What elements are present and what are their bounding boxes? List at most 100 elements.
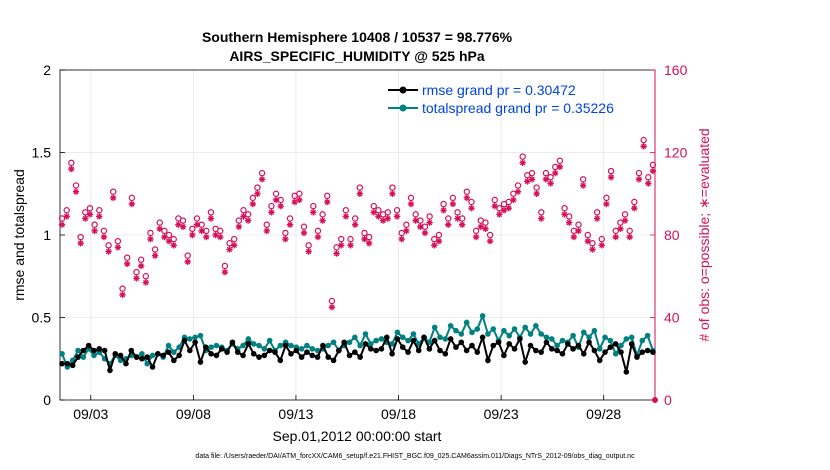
- obs-evaluated-marker: [393, 213, 401, 220]
- obs-evaluated-marker: [82, 215, 89, 222]
- spread-point: [213, 342, 220, 349]
- rmse-point: [304, 349, 310, 355]
- rmse-point: [181, 337, 188, 344]
- rmse-point: [256, 354, 262, 360]
- obs-evaluated-marker: [91, 227, 98, 235]
- obs-evaluated-marker: [421, 229, 429, 237]
- obs-evaluated-marker: [142, 279, 150, 286]
- rmse-point: [128, 347, 135, 354]
- obs-evaluated-marker: [603, 200, 610, 208]
- obs-possible-marker: [458, 215, 466, 222]
- spread-point: [240, 342, 246, 349]
- obs-evaluated-marker: [538, 215, 545, 222]
- obs-possible-marker: [449, 194, 457, 202]
- obs-possible-marker: [286, 215, 294, 222]
- spread-point: [208, 344, 214, 351]
- rmse-point: [405, 349, 411, 355]
- obs-evaluated-marker: [221, 268, 229, 276]
- rmse-point: [139, 355, 145, 362]
- obs-possible-marker: [421, 223, 429, 230]
- spread-point: [288, 342, 294, 349]
- obs-evaluated-marker: [305, 248, 312, 255]
- obs-evaluated-marker: [240, 213, 247, 220]
- obs-evaluated-marker: [114, 244, 122, 251]
- obs-evaluated-marker: [598, 242, 605, 249]
- left-tick-label: 1.5: [32, 145, 52, 161]
- rmse-point: [586, 339, 592, 346]
- spread-point: [559, 337, 566, 344]
- rmse-point: [618, 349, 624, 355]
- right-y-axis: 0 40 80 120 160: [650, 62, 688, 408]
- obs-evaluated-marker: [105, 248, 112, 255]
- left-tick-label: 1: [43, 227, 51, 243]
- rmse-point: [458, 339, 465, 346]
- obs-evaluated-marker: [217, 233, 224, 241]
- spread-point: [511, 326, 518, 332]
- rmse-point: [564, 341, 571, 347]
- spread-point: [144, 360, 151, 367]
- obs-evaluated-marker: [384, 215, 391, 222]
- obs-possible-marker: [370, 202, 377, 210]
- rmse-point: [80, 347, 87, 354]
- rmse-point: [123, 360, 129, 367]
- obs-evaluated-marker: [203, 233, 210, 241]
- rmse-point: [309, 352, 316, 359]
- obs-evaluated-marker: [147, 235, 154, 243]
- obs-possible-marker: [258, 169, 266, 177]
- rmse-point: [208, 351, 214, 357]
- spread-point: [628, 334, 635, 341]
- rmse-point: [336, 347, 342, 354]
- obs-evaluated-marker: [496, 211, 503, 218]
- obs-possible-marker: [417, 217, 424, 224]
- obs-evaluated-marker: [547, 180, 554, 187]
- spread-point: [325, 342, 332, 349]
- spread-point: [522, 324, 528, 331]
- obs-possible-marker: [91, 221, 98, 228]
- rmse-point: [213, 352, 220, 359]
- rmse-point: [149, 364, 156, 370]
- obs-evaluated-marker: [556, 163, 564, 171]
- obs-evaluated-marker: [412, 217, 419, 224]
- obs-possible-marker: [221, 262, 229, 270]
- spread-point: [447, 322, 454, 329]
- spread-point: [474, 326, 481, 332]
- spread-point: [549, 336, 555, 342]
- spread-point: [139, 351, 145, 357]
- rmse-point: [399, 344, 406, 351]
- rmse-point: [522, 359, 528, 365]
- spread-point: [533, 322, 539, 329]
- obs-possible-marker: [161, 227, 168, 235]
- spread-point: [543, 334, 550, 341]
- spread-point: [479, 313, 486, 319]
- rmse-point: [202, 344, 209, 351]
- spread-point: [346, 339, 353, 346]
- obs-evaluated-marker: [133, 275, 140, 282]
- obs-possible-marker: [142, 273, 150, 280]
- x-tick-label: 09/23: [484, 406, 519, 422]
- obs-evaluated-marker: [649, 167, 657, 175]
- rmse-point: [596, 357, 603, 364]
- obs-evaluated-marker: [296, 196, 303, 204]
- legend: rmse grand pr = 0.30472 totalspread gran…: [388, 82, 614, 116]
- legend-spread-marker: [399, 104, 407, 112]
- rmse-point: [59, 360, 65, 367]
- obs-evaluated-marker: [584, 237, 592, 245]
- obs-possible-marker: [156, 219, 163, 226]
- spread-point: [607, 337, 614, 344]
- obs-possible-marker: [561, 204, 568, 212]
- obs-evaluated-marker: [561, 211, 568, 218]
- rmse-point: [368, 346, 374, 352]
- obs-evaluated-marker: [193, 221, 201, 228]
- obs-possible-marker: [519, 153, 526, 160]
- obs-evaluated-marker: [300, 229, 308, 237]
- rmse-point: [474, 349, 481, 355]
- obs-possible-marker: [338, 235, 345, 243]
- rmse-point: [410, 337, 417, 344]
- obs-possible-marker: [300, 223, 308, 230]
- obs-possible-marker: [63, 207, 70, 214]
- obs-evaluated-marker: [100, 233, 108, 241]
- obs-possible-marker: [635, 169, 643, 177]
- obs-possible-marker: [393, 207, 401, 214]
- obs-evaluated-marker: [268, 209, 275, 216]
